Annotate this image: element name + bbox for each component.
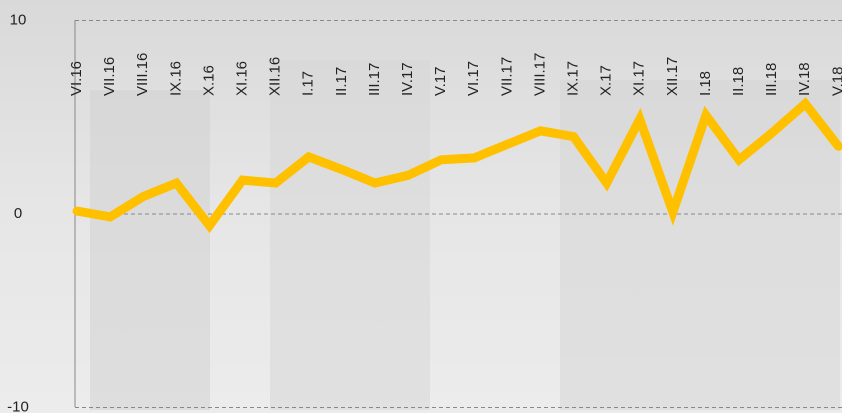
x-tick-label: V.17 <box>432 67 449 96</box>
background-shape <box>90 90 210 410</box>
x-tick-label: X.16 <box>200 65 217 96</box>
x-tick-label: VI.17 <box>465 61 482 96</box>
y-tick-label: -10 <box>7 398 29 413</box>
x-tick-label: II.18 <box>730 67 747 96</box>
x-tick-label: III.17 <box>366 63 383 96</box>
y-tick-label: 0 <box>14 205 22 222</box>
x-tick-label: X.17 <box>598 65 615 96</box>
x-tick-label: I.17 <box>300 71 317 96</box>
x-tick-label: VII.16 <box>101 57 118 96</box>
x-tick-label: XII.16 <box>267 57 284 96</box>
x-tick-label: VI.16 <box>68 61 85 96</box>
x-tick-label: III.18 <box>763 63 780 96</box>
x-tick-label: XII.17 <box>664 57 681 96</box>
x-tick-label: IX.17 <box>565 61 582 96</box>
x-tick-label: VIII.17 <box>531 53 548 96</box>
x-tick-label: V.18 <box>829 67 842 96</box>
background-shape <box>270 60 430 410</box>
x-tick-label: VII.17 <box>498 57 515 96</box>
x-tick-label: IV.18 <box>796 62 813 96</box>
x-tick-label: VIII.16 <box>134 53 151 96</box>
y-tick-label: 10 <box>10 11 27 28</box>
page: -10 0 10 VI.16 VII.16 VIII.16 IX.16 X.16 XI.16 XI… <box>0 0 842 413</box>
x-tick-label: IV.17 <box>399 62 416 96</box>
chart: -10 0 10 VI.16 VII.16 VIII.16 IX.16 X.16 XI.16 XI… <box>0 0 842 413</box>
x-tick-label: XI.17 <box>631 61 648 96</box>
x-tick-label: I.18 <box>697 71 714 96</box>
x-tick-label: IX.16 <box>167 61 184 96</box>
x-tick-label: II.17 <box>333 67 350 96</box>
x-tick-label: XI.16 <box>234 61 251 96</box>
